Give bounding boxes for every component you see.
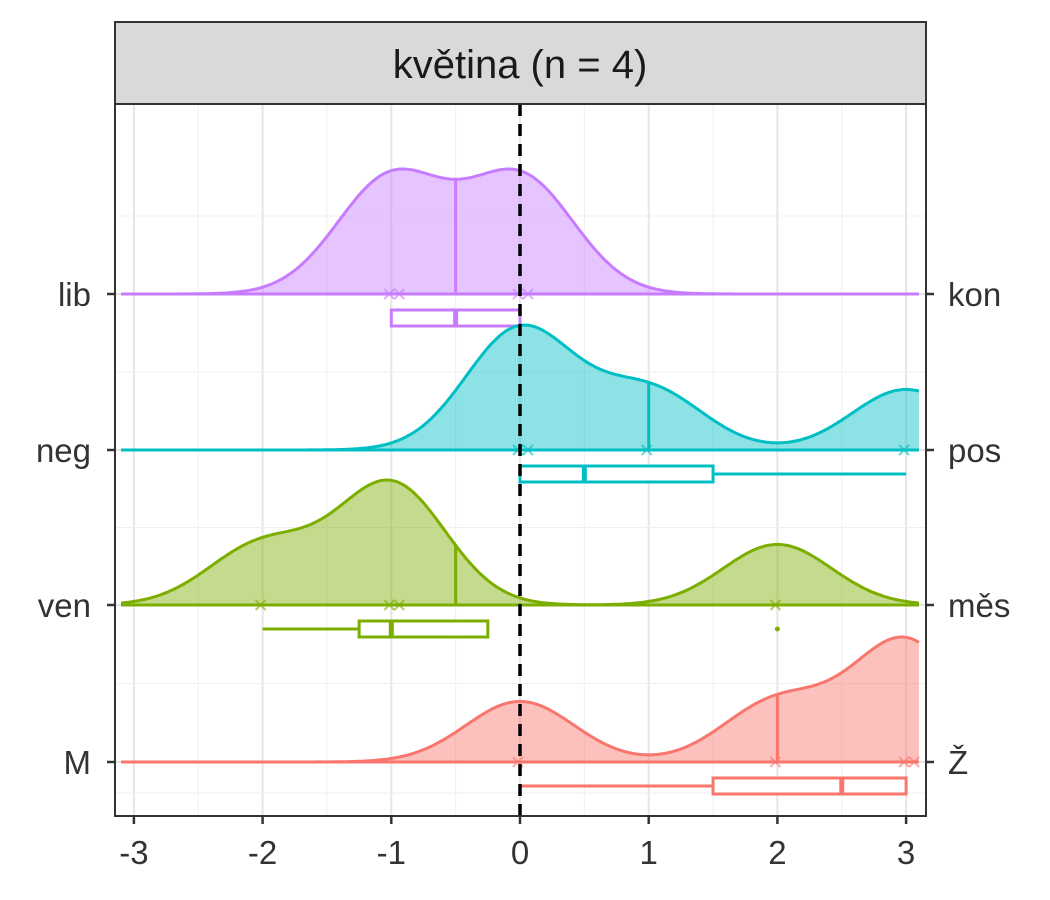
data-point [640, 444, 653, 456]
box-iqr [357, 619, 490, 639]
data-point [769, 756, 782, 768]
data-point [383, 599, 396, 611]
x-tick-label: -3 [119, 834, 148, 871]
data-point [522, 288, 534, 300]
y-tick-label-right: Ž [948, 744, 968, 781]
density-curve [120, 478, 920, 607]
box-iqr [518, 464, 715, 484]
y-tick-label-right: pos [948, 432, 1001, 469]
panel-strip: květina (n = 4) [114, 21, 927, 105]
x-tick-label: -2 [248, 834, 277, 871]
row-M [121, 635, 920, 796]
x-tick-label: 2 [768, 834, 786, 871]
box-outlier [774, 626, 780, 632]
x-tick-label: 3 [897, 834, 915, 871]
y-tick-label-right: měs [948, 587, 1010, 624]
density-area [121, 637, 919, 762]
panel-title: květina (n = 4) [393, 43, 648, 87]
axes: -3 -2 -1 0 1 2 3 lib kon neg pos ven měs M Ž [36, 276, 1010, 871]
box-iqr [711, 776, 908, 796]
density-area [121, 480, 919, 605]
y-tick-label-left: ven [38, 587, 91, 624]
y-tick-label-left: neg [36, 432, 91, 469]
x-tick-label: 0 [511, 834, 529, 871]
data-point [898, 444, 910, 456]
data-point [898, 756, 910, 768]
data-point [522, 444, 534, 456]
y-tick-label-left: M [64, 744, 92, 781]
data-point [383, 288, 396, 300]
data-point [908, 756, 920, 768]
x-tick-label: 1 [640, 834, 658, 871]
x-tick-label: -1 [377, 834, 406, 871]
data-point [393, 288, 406, 300]
y-tick-label-left: lib [58, 276, 91, 313]
data-point [254, 599, 267, 611]
data-point [393, 599, 406, 611]
data-point [769, 599, 782, 611]
panel-strip-background [114, 21, 927, 105]
y-tick-label-right: kon [948, 276, 1001, 313]
